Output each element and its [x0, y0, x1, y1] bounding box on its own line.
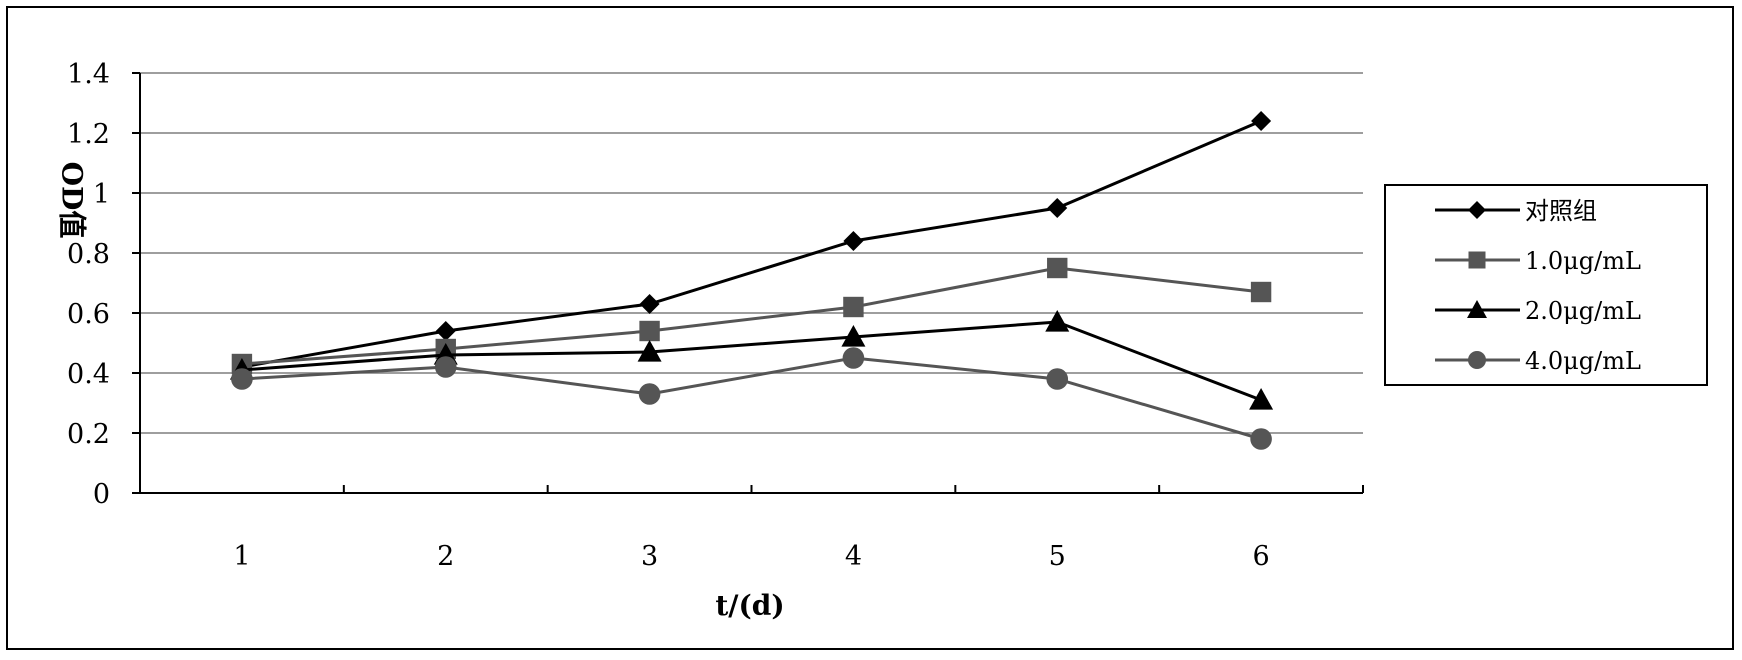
legend-label: 4.0μg/mL	[1525, 347, 1641, 375]
y-tick-label: 1.2	[67, 119, 110, 150]
legend: 对照组 1.0μg/mL 2.0μg/mL 4.0μg/mL	[1385, 185, 1707, 385]
data-point	[1250, 428, 1272, 450]
data-point	[231, 368, 253, 390]
data-point	[1249, 388, 1273, 410]
data-point	[435, 356, 457, 378]
x-tick-label: 3	[641, 541, 658, 572]
series-4	[231, 347, 1272, 450]
series-line	[242, 268, 1261, 364]
series-line	[242, 121, 1261, 367]
legend-label: 对照组	[1525, 197, 1597, 225]
legend-label: 2.0μg/mL	[1525, 297, 1641, 325]
y-tick-label: 0.2	[67, 419, 110, 450]
data-point	[639, 321, 659, 341]
x-tick-label: 4	[845, 541, 862, 572]
data-point	[1251, 111, 1271, 131]
series-line	[242, 322, 1261, 400]
y-tick-label: 0	[93, 479, 110, 510]
y-tick-label: 0.4	[67, 359, 110, 390]
data-point	[843, 231, 863, 251]
y-tick-label: 1.4	[67, 59, 110, 90]
y-tick-label: 0.8	[67, 239, 110, 270]
y-tick-label: 0.6	[67, 299, 110, 330]
legend-label: 1.0μg/mL	[1525, 247, 1641, 275]
y-axis-title: OD值	[56, 162, 89, 239]
data-point	[1047, 258, 1067, 278]
data-point	[843, 347, 865, 369]
tick-labels: 0 0.2 0.4 0.6 0.8 1 1.2 1.4 1 2 3 4 5 6	[67, 59, 1270, 572]
series-3	[230, 310, 1273, 410]
data-point	[1046, 368, 1068, 390]
data-point	[1251, 282, 1271, 302]
legend-marker	[1469, 252, 1486, 269]
data-point	[436, 321, 456, 341]
y-tick-label: 1	[93, 179, 110, 210]
data-point	[1047, 198, 1067, 218]
data-point	[639, 383, 661, 405]
series-1	[232, 111, 1271, 377]
x-tick-label: 6	[1252, 541, 1269, 572]
grid-lines	[140, 73, 1363, 433]
series-2	[232, 258, 1272, 374]
data-point	[640, 294, 660, 314]
series-lines	[230, 111, 1273, 450]
x-tick-label: 2	[437, 541, 454, 572]
x-tick-label: 5	[1049, 541, 1066, 572]
legend-marker	[1468, 351, 1486, 369]
series-line	[242, 358, 1261, 439]
x-tick-label: 1	[233, 541, 250, 572]
x-axis-title: t/(d)	[715, 589, 784, 622]
data-point	[843, 297, 863, 317]
